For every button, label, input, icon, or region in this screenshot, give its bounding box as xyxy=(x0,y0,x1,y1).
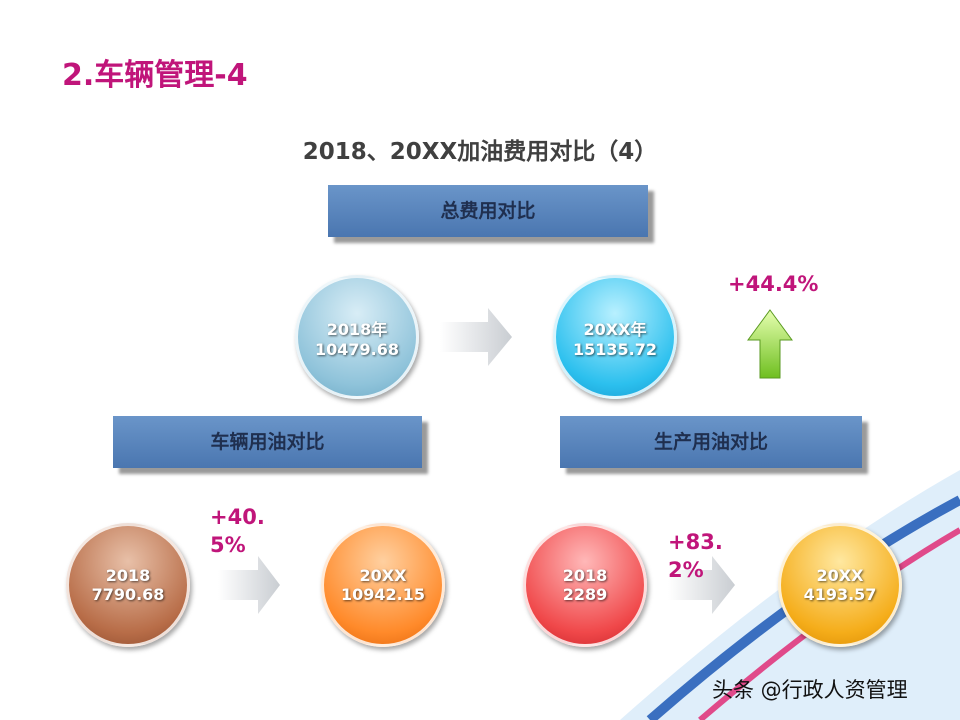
label: 2018 xyxy=(562,566,608,585)
arrow xyxy=(440,308,512,366)
circle: 20XX 10942.15 xyxy=(321,523,445,647)
circle: 2018年 10479.68 xyxy=(295,275,419,399)
change: +44.4% xyxy=(728,272,819,296)
heading: 车辆用油对比 xyxy=(113,416,422,468)
circle: 2018 7790.68 xyxy=(66,523,190,647)
value: 10942.15 xyxy=(340,585,425,604)
heading: 生产用油对比 xyxy=(560,416,862,468)
title: 2.车辆管理-4 xyxy=(62,58,248,93)
subtitle: 2018、20XX加油费用对比（4） xyxy=(302,139,658,165)
change: +83.2% xyxy=(668,530,723,582)
label: 20XX xyxy=(359,566,407,585)
arrow xyxy=(218,556,280,614)
value: 15135.72 xyxy=(572,339,657,359)
value: 7790.68 xyxy=(91,585,165,604)
heading: 总费用对比 xyxy=(328,185,648,237)
watermark: 头条 @行政人资管理 xyxy=(712,678,908,702)
value: 10479.68 xyxy=(314,339,399,359)
label: 2018年 xyxy=(326,319,388,339)
label: 2018 xyxy=(105,566,151,585)
label: 20XX xyxy=(816,566,864,585)
up-arrow xyxy=(747,309,793,379)
change: +40.5% xyxy=(210,505,265,557)
circle: 2018 2289 xyxy=(523,523,647,647)
circle: 20XX年 15135.72 xyxy=(553,275,677,399)
label: 20XX年 xyxy=(583,319,647,339)
value: 4193.57 xyxy=(803,585,877,604)
value: 2289 xyxy=(562,585,608,604)
arrow xyxy=(668,556,735,614)
circle: 20XX 4193.57 xyxy=(778,523,902,647)
